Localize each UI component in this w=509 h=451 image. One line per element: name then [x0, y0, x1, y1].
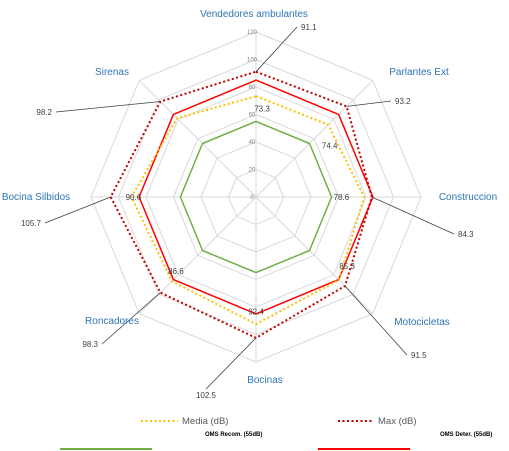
data-label-media: 74.4 — [322, 141, 338, 150]
category-label: Bocina Silbidos — [2, 192, 70, 203]
leader-line — [371, 196, 455, 235]
data-label-max: 98.3 — [82, 340, 98, 349]
leader-line — [255, 26, 298, 72]
category-label: Parlantes Ext — [389, 67, 449, 78]
data-label-media: 85.3 — [339, 262, 355, 271]
leader-line — [55, 101, 161, 113]
legend-label-media: Media (dB) — [182, 416, 228, 427]
series-oms-recom-55db — [179, 120, 333, 274]
category-labels: Vendedores ambulantes Parlantes Ext Constr… — [2, 9, 497, 386]
legend: Media (dB) Max (dB) OMS Recom. (55dB) OMS D… — [60, 416, 492, 450]
grid-spoke — [255, 196, 374, 315]
leader-line — [346, 100, 392, 107]
legend-label-oms-deter: OMS Deter. (55dB) — [440, 432, 492, 438]
grid-spoke — [138, 79, 257, 198]
tick-label: 0 — [250, 195, 254, 201]
data-label-max: 91.1 — [301, 23, 317, 32]
leader-line — [344, 285, 408, 356]
leader-line — [101, 292, 161, 345]
radar-series — [109, 70, 374, 339]
series-media-db — [130, 95, 366, 326]
leader-line — [205, 337, 257, 390]
series-oms-deter-55db — [138, 79, 374, 315]
leader-line — [44, 196, 111, 224]
tick-label: 40 — [249, 140, 256, 146]
radar-grid — [90, 31, 422, 363]
category-label: Motocicletas — [394, 317, 450, 328]
data-label-max: 84.3 — [458, 230, 474, 239]
tick-label: 120 — [247, 30, 258, 36]
data-label-max: 105.7 — [21, 219, 42, 228]
category-label: Vendedores ambulantes — [200, 9, 308, 20]
category-label: Bocinas — [247, 375, 283, 386]
data-labels: 73.3 74.4 78.6 85.3 92.4 86.6 90.6 91.1 93.2 84.3… — [21, 23, 474, 400]
data-label-max: 91.5 — [411, 351, 427, 360]
data-label-max: 98.2 — [36, 108, 52, 117]
data-label-media: 73.3 — [254, 104, 270, 113]
tick-label: 100 — [247, 58, 258, 64]
category-label: Roncadores — [85, 316, 139, 327]
data-label-media: 92.4 — [248, 307, 264, 316]
radial-tick-labels: 0 20 40 60 80 100 120 — [247, 30, 258, 201]
grid-spoke — [255, 79, 374, 198]
data-label-max: 102.5 — [196, 391, 217, 400]
data-label-media: 86.6 — [168, 267, 184, 276]
tick-label: 20 — [249, 168, 256, 174]
tick-label: 80 — [249, 85, 256, 91]
category-label: Construccion — [439, 192, 497, 203]
category-label: Sirenas — [95, 67, 129, 78]
legend-label-oms-recom: OMS Recom. (55dB) — [205, 432, 262, 438]
data-label-leaders — [44, 26, 455, 390]
data-label-media: 78.6 — [334, 193, 350, 202]
data-label-media: 90.6 — [126, 193, 142, 202]
legend-label-max: Max (dB) — [378, 416, 417, 427]
series-max-db — [109, 70, 373, 339]
data-label-max: 93.2 — [395, 97, 411, 106]
tick-label: 60 — [249, 113, 256, 119]
